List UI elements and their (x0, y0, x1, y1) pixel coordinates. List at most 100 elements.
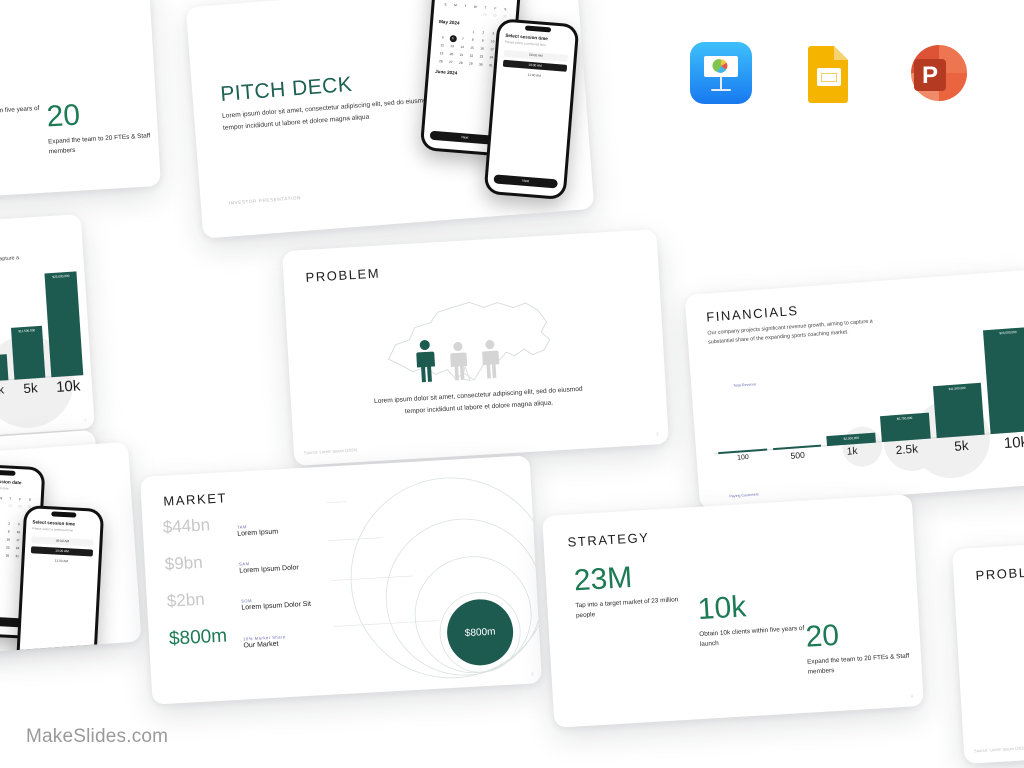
calendar-blank (460, 10, 471, 18)
svg-text:P: P (922, 62, 938, 89)
calendar-blank (440, 8, 451, 16)
strategy-text-3: Expand the team to 20 FTEs & Staff membe… (806, 652, 910, 676)
calendar-day[interactable]: 19 (439, 51, 444, 56)
calendar-day[interactable]: 1 (472, 29, 475, 34)
calendar-day-selected[interactable]: 6 (449, 34, 457, 43)
slide-page-number: 5 (531, 671, 534, 677)
chart-x-tick-label: 100 (736, 453, 750, 462)
calendar-day[interactable]: 23 (6, 545, 10, 550)
calendar-day[interactable]: 9 (7, 529, 10, 534)
slide-source-note: Source: Lorem Ipsum (2024) (973, 745, 1024, 754)
market-name: Our Market (243, 640, 279, 650)
calendar-day[interactable]: 21 (459, 52, 464, 58)
calendar-day[interactable]: 8 (471, 37, 474, 42)
slide-footer-label: INVESTOR PRESENTATION (228, 195, 302, 206)
strategy-number-2: 10k (0, 68, 52, 105)
calendar-day[interactable]: 20 (449, 51, 454, 57)
strategy-text-2: Obtain 10k clients within five years of … (699, 624, 805, 648)
calendar-blank (438, 26, 449, 34)
slide-financials[interactable]: FINANCIALS Our company projects signific… (684, 269, 1024, 510)
calendar-day[interactable]: 23 (479, 54, 484, 59)
chart-x-tick-label: 10k (55, 377, 81, 396)
calendar-day[interactable]: 29 (468, 61, 473, 66)
phone-mockup-time: Select session time Please select a pref… (15, 504, 105, 663)
person-icon-highlighted (415, 340, 435, 383)
person-icon-muted (449, 341, 467, 381)
chart-bar-column: $5,750,000 (0, 354, 9, 383)
strategy-number-3: 20 (45, 98, 81, 134)
phone-time-slot-selected[interactable]: 10:00 AM (30, 546, 94, 557)
calendar-day[interactable]: 16 (480, 46, 484, 51)
calendar-day[interactable]: 30 (478, 62, 483, 67)
chart-bar-value-label: $11,500,000 (948, 385, 966, 392)
phone-time-slot[interactable]: 09:00 AM (31, 536, 94, 547)
chart-bar: $11,500,000 (932, 382, 985, 439)
phone-next-button[interactable]: Next (25, 653, 88, 663)
slide-problem[interactable]: PROBLEM (281, 229, 670, 466)
phone-next-button[interactable]: Next (493, 174, 558, 189)
slide-phone-cropped-bottomleft[interactable]: Select start session date Please select … (0, 441, 142, 663)
calendar-day[interactable]: 28 (458, 60, 463, 65)
slide-financials-cropped-left[interactable]: FINANCIALS Our company projects signific… (0, 213, 95, 446)
keynote-icon[interactable] (690, 42, 752, 104)
powerpoint-icon[interactable]: P (906, 42, 968, 104)
phone-time-slot[interactable]: 11:00 AM (30, 556, 93, 567)
chart-bar-value-label: $23,000,000 (52, 273, 70, 279)
phone-mockup-time: Select session time Please select a pref… (483, 18, 580, 201)
chart-bar-column: $2,300,000 (826, 432, 876, 447)
chart-bar: $5,750,000 (0, 354, 9, 383)
chart-bar-column: $11,500,000 (10, 325, 46, 380)
calendar-day-prev-month[interactable]: 28 (482, 12, 487, 17)
market-amount: $800m (168, 625, 228, 650)
phone-subtext-time: Please select a preferred time (32, 526, 74, 533)
chart-x-tick-label: 1k (846, 445, 858, 458)
slide-market[interactable]: MARKET $44bn TAM Lorem Ipsum $9bn SAM Lorem I… (139, 455, 543, 705)
slide-strategy[interactable]: STRATEGY 23M Tap into a target market of… (542, 494, 924, 728)
calendar-day[interactable]: 15 (470, 45, 474, 50)
market-label-group: TAM Lorem Ipsum (237, 522, 279, 538)
calendar-day-prev-month[interactable]: 29 (17, 504, 22, 509)
chart-bar: $11,500,000 (10, 325, 46, 380)
chart-x-tick-label: 10k (1003, 433, 1024, 453)
market-label-group: 10% Market Share Our Market (243, 634, 286, 649)
chart-bar: $23,000,000 (983, 326, 1024, 435)
phone-heading: Select start session date (0, 477, 22, 486)
chart-bar-value-label: $2,300,000 (843, 435, 860, 441)
calendar-day[interactable]: 13 (450, 43, 455, 49)
slide-strategy-cropped-topleft[interactable]: STRATEGY 23M Tap into a target market of… (0, 0, 161, 208)
calendar-blank (458, 28, 469, 36)
calendar-blank (470, 10, 481, 18)
phone-time-slot[interactable]: 11:00 AM (502, 69, 567, 82)
financials-bar-chart: $230,000$460,000$2,300,000$5,750,000$11,… (0, 271, 86, 434)
slide-title: STRATEGY (567, 529, 650, 550)
calendar-day[interactable]: 27 (449, 59, 453, 65)
chart-bar: $23,000,000 (44, 271, 84, 378)
market-label-group: SAM Lorem Ipsum Dolor (239, 558, 299, 575)
calendar-day[interactable]: 30 (5, 553, 10, 558)
calendar-day[interactable]: 16 (6, 537, 11, 542)
calendar-blank (448, 27, 459, 35)
calendar-day-prev-month[interactable]: 28 (8, 503, 12, 508)
chart-x-tick-label: 2.5k (895, 441, 919, 458)
calendar-day[interactable]: 12 (440, 43, 445, 48)
calendar-day[interactable]: 14 (460, 44, 465, 50)
slide-pitch-deck[interactable]: PITCH DECK Lorem ipsum dolor sit amet, c… (185, 0, 595, 239)
chart-bars: $230,000$460,000$2,300,000$5,750,000$11,… (0, 270, 84, 389)
market-amount: $9bn (164, 552, 204, 574)
calendar-day[interactable]: 26 (439, 59, 443, 64)
slide-problem-cropped-bottomright[interactable]: PROBLEM Source: Lorem Ipsum (2024) (951, 527, 1024, 764)
calendar-day[interactable]: 9 (481, 38, 484, 43)
chart-bar: $5,750,000 (880, 412, 931, 443)
financials-bar-chart: Total Revenue Paying Customers $230,000 $… (710, 326, 1024, 499)
calendar-day[interactable]: 7 (461, 36, 464, 42)
calendar-day[interactable]: 2 (482, 30, 485, 35)
calendar-day[interactable]: 2 (8, 521, 11, 526)
strategy-text-2: Obtain 10k clients within five years of … (0, 104, 40, 118)
calendar-day-prev-month[interactable]: 29 (492, 13, 497, 18)
calendar-day[interactable]: 5 (441, 35, 444, 40)
calendar-blank (450, 9, 461, 17)
google-slides-icon[interactable] (798, 42, 860, 104)
person-figure-group (413, 335, 501, 384)
market-name: Lorem Ipsum (237, 528, 279, 538)
calendar-day[interactable]: 22 (469, 53, 474, 58)
